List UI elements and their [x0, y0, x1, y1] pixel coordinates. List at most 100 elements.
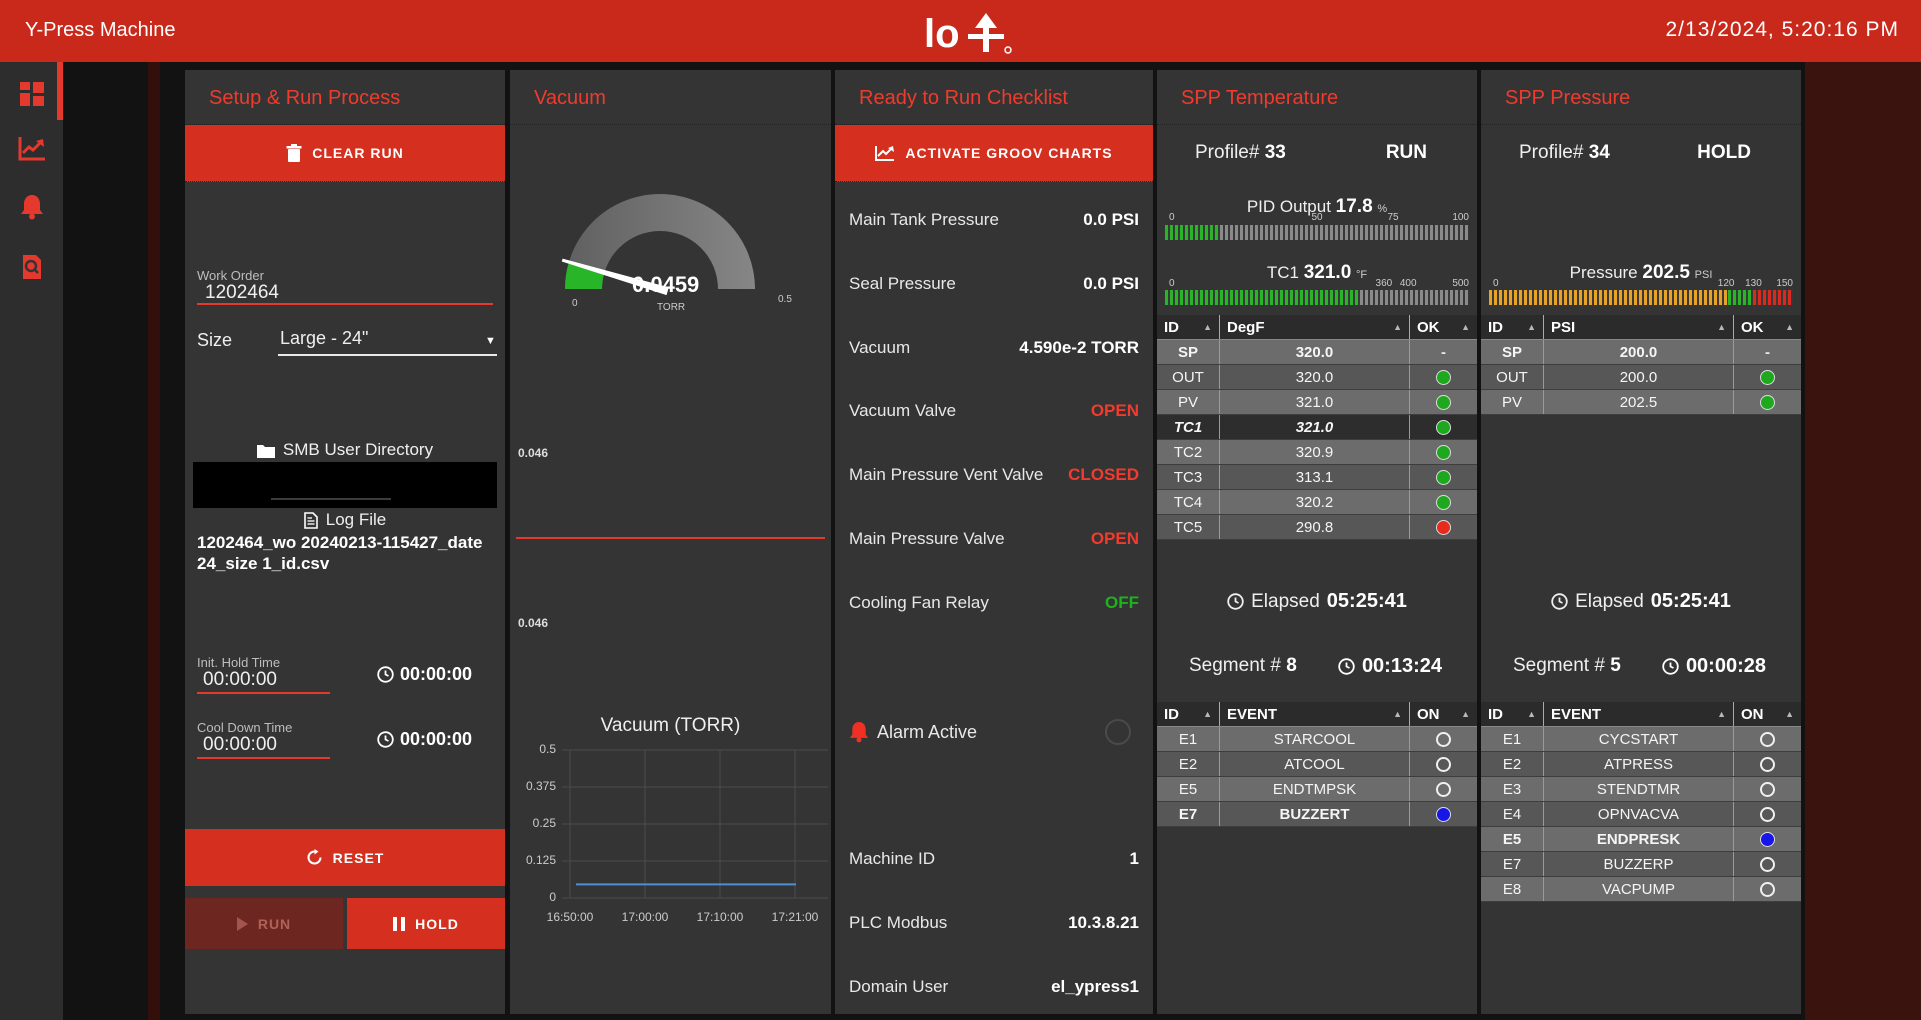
- sort-icon[interactable]: ▲: [1203, 322, 1212, 332]
- sidebar-item-trends[interactable]: [0, 124, 63, 172]
- sort-icon[interactable]: ▲: [1717, 322, 1726, 332]
- sort-icon[interactable]: ▲: [1393, 322, 1402, 332]
- cool-down-label: Cool Down Time: [197, 720, 293, 735]
- checklist-label: PLC Modbus: [849, 913, 948, 932]
- sort-icon[interactable]: ▲: [1717, 709, 1726, 719]
- sidebar-item-alarms[interactable]: [0, 183, 63, 231]
- cool-down-input[interactable]: 00:00:00: [203, 734, 277, 755]
- init-hold-input[interactable]: 00:00:00: [203, 669, 277, 690]
- column-header[interactable]: OK ▲: [1733, 315, 1801, 339]
- table-row[interactable]: PV 202.5: [1481, 390, 1801, 415]
- checklist-row: Seal Pressure 0.0 PSI: [835, 272, 1153, 296]
- column-header[interactable]: PSI ▲: [1543, 315, 1733, 339]
- strip-bottom-label: 0.046: [518, 616, 549, 630]
- table-row[interactable]: E5 ENDPRESK: [1481, 827, 1801, 852]
- sort-icon[interactable]: ▲: [1527, 709, 1536, 719]
- work-order-input[interactable]: 1202464: [205, 282, 279, 303]
- sort-icon[interactable]: ▲: [1527, 322, 1536, 332]
- hold-button[interactable]: HOLD: [347, 898, 505, 949]
- cool-down-underline: [197, 757, 330, 759]
- sort-icon[interactable]: ▲: [1785, 709, 1794, 719]
- sort-icon[interactable]: ▲: [1461, 709, 1470, 719]
- table-row[interactable]: E2 ATCOOL: [1157, 752, 1477, 777]
- table-row[interactable]: E1 CYCSTART: [1481, 727, 1801, 752]
- sort-icon[interactable]: ▲: [1461, 322, 1470, 332]
- status-dot-green: [1436, 394, 1451, 410]
- table-row[interactable]: E2 ATPRESS: [1481, 752, 1801, 777]
- size-select[interactable]: Large - 24": [280, 328, 369, 348]
- smb-directory-field[interactable]: [193, 462, 497, 508]
- table-row[interactable]: E8 VACPUMP: [1481, 877, 1801, 902]
- clear-run-button[interactable]: CLEAR RUN: [185, 125, 505, 182]
- column-label: ID: [1488, 318, 1503, 336]
- row-status: [1409, 727, 1477, 751]
- table-row[interactable]: TC3 313.1: [1157, 465, 1477, 490]
- pressure-zone-target: [1727, 290, 1754, 305]
- table-row[interactable]: E3 STENDTMR: [1481, 777, 1801, 802]
- table-row[interactable]: TC5 290.8: [1157, 515, 1477, 540]
- activate-groov-charts-button[interactable]: ACTIVATE GROOV CHARTS: [835, 125, 1153, 182]
- status-dot-open: [1760, 881, 1775, 897]
- init-hold-underline: [197, 692, 330, 694]
- table-row[interactable]: OUT 200.0: [1481, 365, 1801, 390]
- checklist-label: Vacuum Valve: [849, 401, 957, 420]
- checklist-row: Main Pressure Valve OPEN: [835, 527, 1153, 551]
- checklist-value: OPEN: [1090, 529, 1139, 548]
- table-row[interactable]: SP 320.0 -: [1157, 340, 1477, 365]
- pid-ticks: 0 50 75 100: [1169, 212, 1469, 223]
- sort-icon[interactable]: ▲: [1203, 709, 1212, 719]
- sort-icon[interactable]: ▲: [1785, 322, 1794, 332]
- row-id: E2: [1502, 755, 1522, 773]
- column-header[interactable]: EVENT ▲: [1219, 702, 1409, 726]
- table-row[interactable]: E1 STARCOOL: [1157, 727, 1477, 752]
- row-value: 290.8: [1219, 515, 1409, 539]
- column-header[interactable]: ID ▲: [1481, 315, 1543, 339]
- column-header[interactable]: ID ▲: [1157, 315, 1219, 339]
- table-row[interactable]: E5 ENDTMPSK: [1157, 777, 1477, 802]
- gauge-needle: [561, 258, 669, 296]
- sidebar-active-indicator: [57, 62, 63, 120]
- row-value: 321.0: [1219, 390, 1409, 414]
- table-row[interactable]: TC2 320.9: [1157, 440, 1477, 465]
- doc-search-icon: [22, 255, 41, 279]
- column-header[interactable]: ON ▲: [1409, 702, 1477, 726]
- elapsed-row: Elapsed 05:25:41: [1157, 590, 1477, 613]
- row-status: [1733, 852, 1801, 876]
- reset-button[interactable]: RESET: [185, 829, 505, 886]
- pressure-events-table: ID ▲ EVENT ▲ ON ▲ E1 CYCSTART E2 ATPRESS E3 STENDTM…: [1481, 702, 1801, 902]
- table-row[interactable]: TC4 320.2: [1157, 490, 1477, 515]
- status-dot-red: [1436, 519, 1451, 535]
- log-file-row: Log File: [185, 510, 505, 530]
- sidebar-item-logs[interactable]: [0, 243, 63, 291]
- table-row[interactable]: OUT 320.0: [1157, 365, 1477, 390]
- column-header[interactable]: DegF ▲: [1219, 315, 1409, 339]
- column-header[interactable]: ID ▲: [1157, 702, 1219, 726]
- column-label: OK: [1741, 318, 1764, 336]
- table-row[interactable]: TC1 321.0: [1157, 415, 1477, 440]
- row-status: -: [1733, 340, 1801, 364]
- sort-icon[interactable]: ▲: [1393, 709, 1402, 719]
- table-row[interactable]: E7 BUZZERP: [1481, 852, 1801, 877]
- column-header[interactable]: OK ▲: [1409, 315, 1477, 339]
- column-label: EVENT: [1227, 705, 1278, 723]
- chevron-down-icon[interactable]: ▼: [485, 335, 496, 347]
- run-button[interactable]: RUN: [185, 898, 343, 949]
- table-row[interactable]: E7 BUZZERT: [1157, 802, 1477, 827]
- column-header[interactable]: ON ▲: [1733, 702, 1801, 726]
- row-id: TC3: [1173, 468, 1203, 486]
- row-status: [1733, 752, 1801, 776]
- table-row[interactable]: PV 321.0: [1157, 390, 1477, 415]
- checklist-label: Vacuum: [849, 338, 911, 357]
- column-header[interactable]: EVENT ▲: [1543, 702, 1733, 726]
- row-id: E1: [1502, 730, 1522, 748]
- clear-run-label: CLEAR RUN: [312, 145, 404, 161]
- status-dot-green: [1436, 469, 1451, 485]
- status-dot-open: [1436, 731, 1451, 747]
- column-header[interactable]: ID ▲: [1481, 702, 1543, 726]
- table-row[interactable]: E4 OPNVACVA: [1481, 802, 1801, 827]
- table-row[interactable]: SP 200.0 -: [1481, 340, 1801, 365]
- checklist-value: CLOSED: [1068, 465, 1139, 484]
- log-file-name: 1202464_wo 20240213-115427_date 24_size …: [197, 533, 483, 573]
- sidebar-item-dashboard[interactable]: [0, 70, 63, 118]
